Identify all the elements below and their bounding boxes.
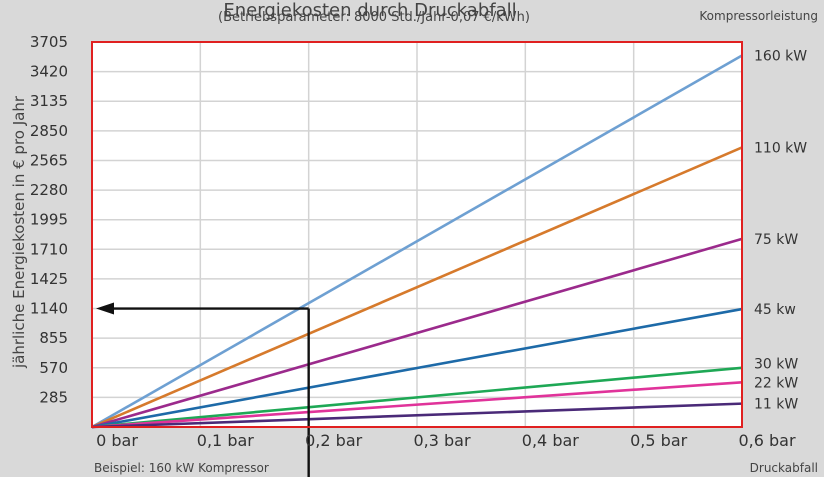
example-arrow <box>96 302 310 477</box>
y-tick-label: 3420 <box>30 63 68 81</box>
series-line-110-kw <box>91 146 743 429</box>
y-axis-label: jährliche Energiekosten in € pro Jahr <box>10 95 28 369</box>
y-tick-label: 2280 <box>30 181 68 199</box>
x-tick-label: 0 bar <box>96 431 138 450</box>
plot-frame <box>91 41 743 428</box>
legend-title: Kompressorleistung <box>699 9 818 23</box>
series-line-160-kw <box>91 54 743 429</box>
x-axis-label: Druckabfall <box>750 461 818 475</box>
y-tick-label: 1140 <box>30 300 68 318</box>
series-labels: 160 kW 110 kW 75 kW 45 kw 30 kW 22 kW 11 kW <box>754 49 807 413</box>
series-line-30-kw <box>91 366 743 429</box>
x-tick-label: 0,3 bar <box>413 431 470 450</box>
y-tick-labels: 285 570 855 1140 1425 1710 1995 2280 2565 2850 313… <box>30 33 68 406</box>
series-label: 22 kW <box>754 375 798 391</box>
series-line-11-kw <box>91 402 743 429</box>
y-tick-label: 570 <box>39 359 68 377</box>
grid <box>92 41 742 427</box>
x-tick-label: 0,6 bar <box>738 431 795 450</box>
series-label: 11 kW <box>754 397 798 413</box>
series-label: 160 kW <box>754 49 807 65</box>
series-lines <box>91 54 743 429</box>
series-line-22-kw <box>91 381 743 429</box>
example-note: Beispiel: 160 kW Kompressor <box>94 461 269 475</box>
chart-title: Energiekosten durch Druckabfall <box>223 0 516 21</box>
y-tick-label: 1425 <box>30 270 68 288</box>
x-tick-label: 0,1 bar <box>197 431 254 450</box>
y-tick-label: 2565 <box>30 151 68 169</box>
x-tick-label: 0,4 bar <box>522 431 579 450</box>
y-tick-label: 3135 <box>30 92 68 110</box>
y-tick-label: 855 <box>39 329 68 347</box>
y-tick-label: 1710 <box>30 240 68 258</box>
series-label: 110 kW <box>754 140 807 156</box>
series-label: 45 kw <box>754 302 796 318</box>
y-tick-label: 3705 <box>30 33 68 51</box>
chart-subtitle: (Betriebsparameter: 8000 Std./Jahr-0,07 … <box>218 10 530 25</box>
series-label: 30 kW <box>754 356 798 372</box>
y-tick-label: 2850 <box>30 122 68 140</box>
x-tick-label: 0,2 bar <box>305 431 362 450</box>
series-label: 75 kW <box>754 232 798 248</box>
arrow-head <box>96 302 114 315</box>
y-tick-label: 285 <box>39 388 68 406</box>
x-tick-label: 0,5 bar <box>630 431 687 450</box>
series-line-45-kw <box>91 307 743 429</box>
series-line-75-kw <box>91 237 743 429</box>
x-tick-labels: 0 bar 0,1 bar 0,2 bar 0,3 bar 0,4 bar 0,5 bar… <box>96 431 796 450</box>
y-tick-label: 1995 <box>30 211 68 229</box>
